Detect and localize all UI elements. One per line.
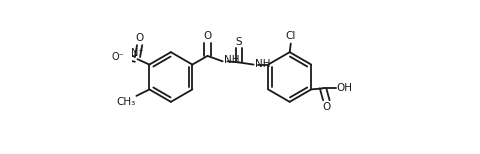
Text: O: O xyxy=(204,31,212,41)
Text: NH: NH xyxy=(224,55,239,65)
Text: NH: NH xyxy=(254,59,270,69)
Text: O: O xyxy=(135,33,144,43)
Text: N⁺: N⁺ xyxy=(131,48,144,58)
Text: S: S xyxy=(236,37,242,47)
Text: O: O xyxy=(322,102,330,112)
Text: OH: OH xyxy=(336,83,353,93)
Text: O⁻: O⁻ xyxy=(112,52,124,62)
Text: Cl: Cl xyxy=(286,31,296,41)
Text: CH₃: CH₃ xyxy=(116,97,135,107)
